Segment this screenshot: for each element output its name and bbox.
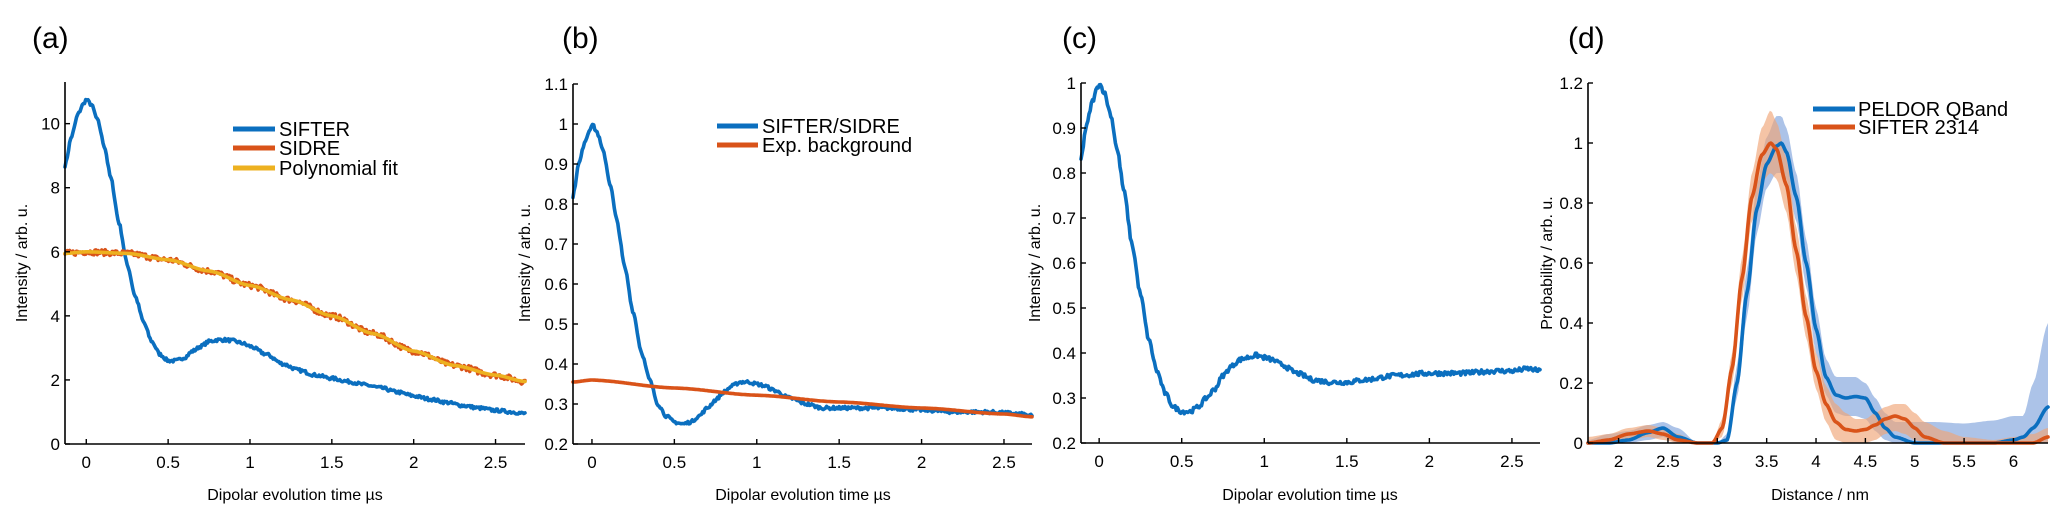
series-line-sifter (63, 97, 527, 416)
x-tick-label: 1.5 (827, 453, 851, 472)
y-tick-label: 0.8 (544, 195, 568, 214)
x-tick-label: 1.5 (1335, 452, 1359, 471)
x-tick-label: 6 (2009, 452, 2018, 471)
plot-area-a: 0 0.5 1 1.5 2 2.5 0 2 4 6 8 10 (41, 82, 527, 472)
y-tick-label: 0.2 (1559, 374, 1583, 393)
x-axis-label-b: Dipolar evolution time µs (715, 487, 891, 504)
y-tick-label: 0 (51, 435, 60, 454)
series-line-sifter-sidre (571, 122, 1034, 426)
x-tick-label: 2.5 (1500, 452, 1524, 471)
x-tick-label: 2.5 (484, 453, 508, 472)
y-axis-label-b: Intensity / arb. u. (517, 204, 534, 322)
uncertainty-band-peldor-qband (1588, 116, 2048, 443)
panel-a: (a) 0 0.5 1 1.5 2 2.5 0 2 4 6 8 10 Dipolar evolutio… (14, 22, 527, 504)
series-line-sifter-sidre-background-corrected (1079, 82, 1542, 416)
legend-label-sifter-2314: SIFTER 2314 (1858, 117, 1979, 139)
x-tick-label: 4.5 (1854, 452, 1878, 471)
series-line-polynomial-fit (63, 250, 527, 384)
x-tick-label: 1 (245, 453, 254, 472)
series-line-peldor-qband (1586, 141, 2050, 445)
y-tick-label: 0.6 (1559, 254, 1583, 273)
panel-c: (c) 0 0.5 1 1.5 2 2.5 0.2 0.3 0.4 0.5 0.6 0.7 0.8 0.9… (1027, 22, 1542, 504)
plot-area-b: 0 0.5 1 1.5 2 2.5 0.2 0.3 0.4 0.5 0.6 0.7 0.8 0.9 1 1.1 (544, 75, 1034, 472)
y-tick-label: 0.2 (1052, 434, 1076, 453)
y-tick-label: 0.8 (1052, 164, 1076, 183)
y-tick-label: 0.4 (544, 355, 568, 374)
x-tick-label: 4 (1811, 452, 1820, 471)
legend-label-polyfit: Polynomial fit (279, 158, 398, 180)
y-tick-label: 6 (51, 243, 60, 262)
panel-label-a: (a) (32, 22, 69, 55)
y-tick-label: 0.5 (544, 315, 568, 334)
y-tick-label: 0.4 (1052, 344, 1076, 363)
x-tick-label: 2 (1614, 452, 1623, 471)
y-tick-label: 1.2 (1559, 74, 1583, 93)
x-tick-label: 1 (752, 453, 761, 472)
series-line-sifter-2314 (1586, 141, 2050, 445)
legend-label-sidre: SIDRE (279, 138, 340, 160)
y-tick-label: 0.9 (1052, 119, 1076, 138)
y-axis-label-a: Intensity / arb. u. (14, 204, 31, 322)
y-tick-label: 10 (41, 115, 60, 134)
legend-label-peldor-qband: PELDOR QBand (1858, 99, 2008, 121)
y-tick-label: 0.9 (544, 155, 568, 174)
panel-label-d: (d) (1568, 22, 1605, 55)
x-tick-label: 0 (587, 453, 596, 472)
x-tick-label: 2 (917, 453, 926, 472)
x-tick-label: 2 (1425, 452, 1434, 471)
y-tick-label: 0.6 (1052, 254, 1076, 273)
y-tick-label: 8 (51, 179, 60, 198)
x-tick-label: 2.5 (1656, 452, 1680, 471)
legend-label-sifter: SIFTER (279, 119, 350, 141)
y-tick-label: 0.7 (544, 235, 568, 254)
y-tick-label: 1 (1574, 134, 1583, 153)
x-tick-label: 2.5 (992, 453, 1016, 472)
panel-label-c: (c) (1062, 22, 1097, 55)
x-tick-label: 0.5 (1170, 452, 1194, 471)
y-tick-label: 2 (51, 371, 60, 390)
panel-label-b: (b) (562, 22, 599, 55)
x-tick-label: 5.5 (1952, 452, 1976, 471)
legend-b: SIFTER/SIDRE Exp. background (717, 116, 912, 157)
y-axis-label-d: Probability / arb. u. (1539, 196, 1556, 329)
y-axis-label-c: Intensity / arb. u. (1027, 204, 1044, 322)
y-tick-label: 0.7 (1052, 209, 1076, 228)
y-tick-label: 0.6 (544, 275, 568, 294)
x-axis-label-d: Distance / nm (1771, 487, 1869, 504)
y-tick-label: 1 (559, 115, 568, 134)
uncertainty-band-sifter-2314 (1588, 110, 2048, 443)
legend-d: PELDOR QBand SIFTER 2314 (1813, 99, 2008, 139)
y-tick-label: 1.1 (544, 75, 568, 94)
x-tick-label: 0 (82, 453, 91, 472)
y-tick-label: 1 (1067, 74, 1076, 93)
panel-d: (d) 2 2.5 3 3.5 4 4.5 5 5.5 6 0 0.2 0.4 0.6 0.8 1 1.2 D… (1539, 22, 2050, 504)
x-tick-label: 0 (1094, 452, 1103, 471)
y-tick-label: 4 (51, 307, 60, 326)
y-tick-label: 0.2 (544, 435, 568, 454)
y-tick-label: 0.8 (1559, 194, 1583, 213)
plot-area-d: 2 2.5 3 3.5 4 4.5 5 5.5 6 0 0.2 0.4 0.6 0.8 1 1.2 (1559, 74, 2050, 471)
y-tick-label: 0.4 (1559, 314, 1583, 333)
x-tick-label: 3.5 (1755, 452, 1779, 471)
x-tick-label: 0.5 (663, 453, 687, 472)
legend-a: SIFTER SIDRE Polynomial fit (233, 119, 398, 180)
x-tick-label: 0.5 (156, 453, 180, 472)
x-axis-label-c: Dipolar evolution time µs (1222, 487, 1398, 504)
x-tick-label: 1.5 (320, 453, 344, 472)
legend-label-exp-background: Exp. background (762, 135, 912, 157)
y-tick-label: 0.5 (1052, 299, 1076, 318)
x-tick-label: 5 (1910, 452, 1919, 471)
x-axis-label-a: Dipolar evolution time µs (207, 487, 383, 504)
plot-area-c: 0 0.5 1 1.5 2 2.5 0.2 0.3 0.4 0.5 0.6 0.7 0.8 0.9 1 (1052, 74, 1542, 471)
legend-label-sifter-sidre: SIFTER/SIDRE (762, 116, 900, 138)
series-line-exp-background (571, 378, 1034, 419)
y-tick-label: 0.3 (544, 395, 568, 414)
x-tick-label: 3 (1713, 452, 1722, 471)
x-tick-label: 2 (409, 453, 418, 472)
x-tick-label: 1 (1260, 452, 1269, 471)
panel-b: (b) 0 0.5 1 1.5 2 2.5 0.2 0.3 0.4 0.5 0.6 0.7 0.8 0.9… (517, 22, 1034, 504)
y-tick-label: 0 (1574, 434, 1583, 453)
y-tick-label: 0.3 (1052, 389, 1076, 408)
